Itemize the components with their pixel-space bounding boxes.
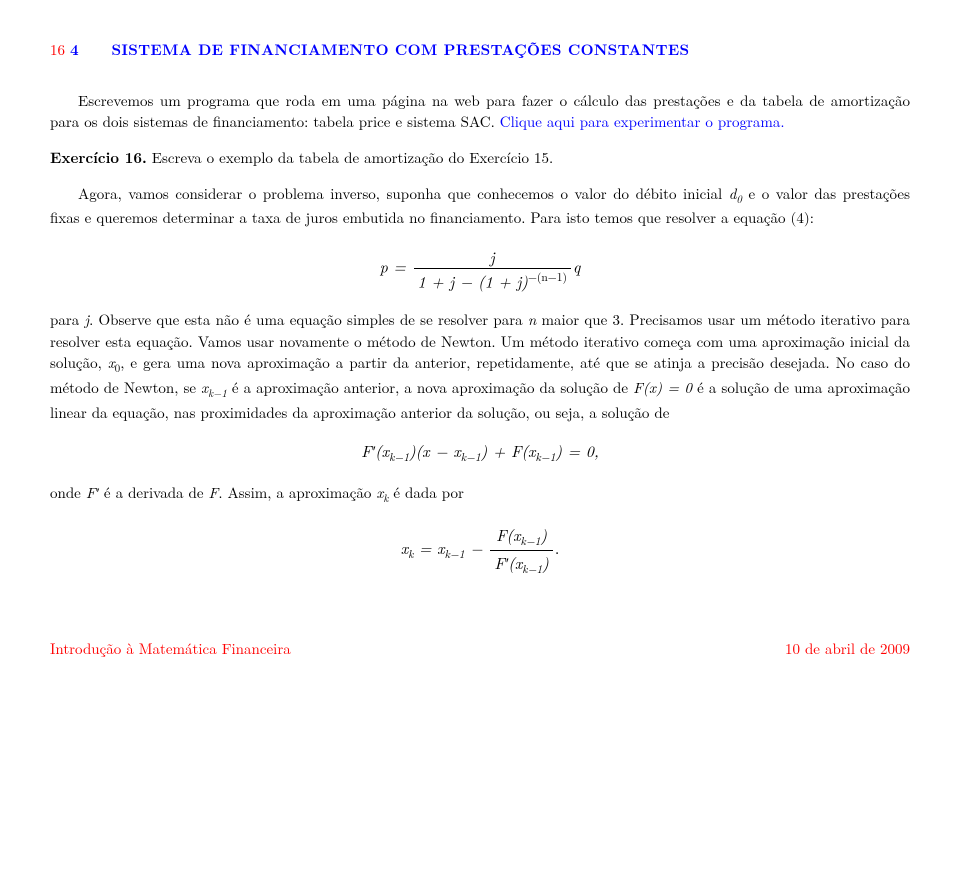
eq1-lhs: p = (380, 254, 406, 277)
program-link[interactable]: Clique aqui para experimentar o programa… (500, 111, 785, 132)
eq1-fraction: j 1 + j − (1 + j)−(n−1) (414, 245, 572, 293)
eq1-num: j (414, 245, 572, 269)
page-number: 16 (50, 39, 65, 60)
p4-a: onde (50, 482, 86, 503)
section-title: SISTEMA DE FINANCIAMENTO COM PRESTAÇÕES … (111, 39, 689, 60)
paragraph-derivative: onde F′ é a derivada de F. Assim, a apro… (50, 482, 910, 507)
eq3-period: . (555, 536, 559, 559)
var-F: F (209, 482, 219, 503)
footer-left: Introdução à Matemática Financeira (50, 638, 291, 660)
eq3-num-b: ) (541, 523, 548, 546)
p4-c: . Assim, a aproximação (218, 482, 376, 503)
p3-b: . Observe que esta não é uma equação sim… (89, 309, 528, 330)
eq2-sub1: k−1 (389, 450, 409, 466)
eq3-num-sub: k−1 (521, 533, 541, 549)
page-footer: Introdução à Matemática Financeira 10 de… (50, 638, 910, 660)
exercise-label: Exercício 16. (50, 147, 147, 168)
eq3-num-a: F(x (496, 523, 520, 546)
paragraph-inverse-problem: Agora, vamos considerar o problema inver… (50, 183, 910, 229)
eq1-den: 1 + j − (1 + j)−(n−1) (414, 269, 572, 293)
eq3-den-sub: k−1 (522, 561, 542, 577)
eq3-lhs-c: − (465, 536, 489, 559)
eq2-b: )(x − x (409, 439, 461, 462)
equation-1: p = j 1 + j − (1 + j)−(n−1) q (50, 245, 910, 293)
footer-right: 10 de abril de 2009 (785, 638, 910, 660)
eq3-lhs-sub2: k−1 (445, 546, 465, 562)
eq3-den-a: F′(x (494, 551, 522, 574)
p2-a: Agora, vamos considerar o problema inver… (78, 183, 729, 204)
p3-e: é a aproximação anterior, a nova aproxim… (227, 377, 633, 398)
eq1-q: q (573, 254, 580, 277)
paragraph-observe: para j. Observe que esta não é uma equaç… (50, 309, 910, 424)
eq3-lhs-b: = x (413, 536, 444, 559)
exercise-text: Escreva o exemplo da tabela de amortizaç… (147, 147, 553, 168)
var-Fx0: F(x) = 0 (633, 377, 692, 398)
eq1-den-exp: −(n−1) (528, 269, 567, 285)
eq2-sub2: k−1 (461, 450, 481, 466)
section-number: 4 (70, 39, 79, 60)
eq3-den: F′(xk−1) (490, 551, 552, 578)
eq2-a: F′(x (361, 439, 389, 462)
eq2-sub3: k−1 (535, 450, 555, 466)
eq2-d: ) = 0, (555, 439, 598, 462)
eq3-num: F(xk−1) (490, 523, 552, 551)
page-header: 16 4 SISTEMA DE FINANCIAMENTO COM PRESTA… (50, 40, 910, 60)
equation-2: F′(xk−1)(x − xk−1) + F(xk−1) = 0, (50, 439, 910, 466)
eq2-c: ) + F(x (481, 439, 536, 462)
var-xk1-sub: k−1 (208, 386, 227, 401)
eq1-den-a: 1 + j − (1 + j) (418, 270, 528, 293)
equation-3: xk = xk−1 − F(xk−1) F′(xk−1) . (50, 523, 910, 578)
paragraph-intro: Escrevemos um programa que roda em uma p… (50, 90, 910, 134)
var-Fprime: F′ (86, 482, 99, 503)
p4-b: é a derivada de (99, 482, 209, 503)
eq3-fraction: F(xk−1) F′(xk−1) (490, 523, 552, 578)
eq3-den-b: ) (542, 551, 549, 574)
var-x0: x (108, 352, 115, 373)
p3-a: para (50, 309, 84, 330)
p4-d: é dada por (388, 482, 463, 503)
exercise-16: Exercício 16. Escreva o exemplo da tabel… (50, 147, 910, 169)
